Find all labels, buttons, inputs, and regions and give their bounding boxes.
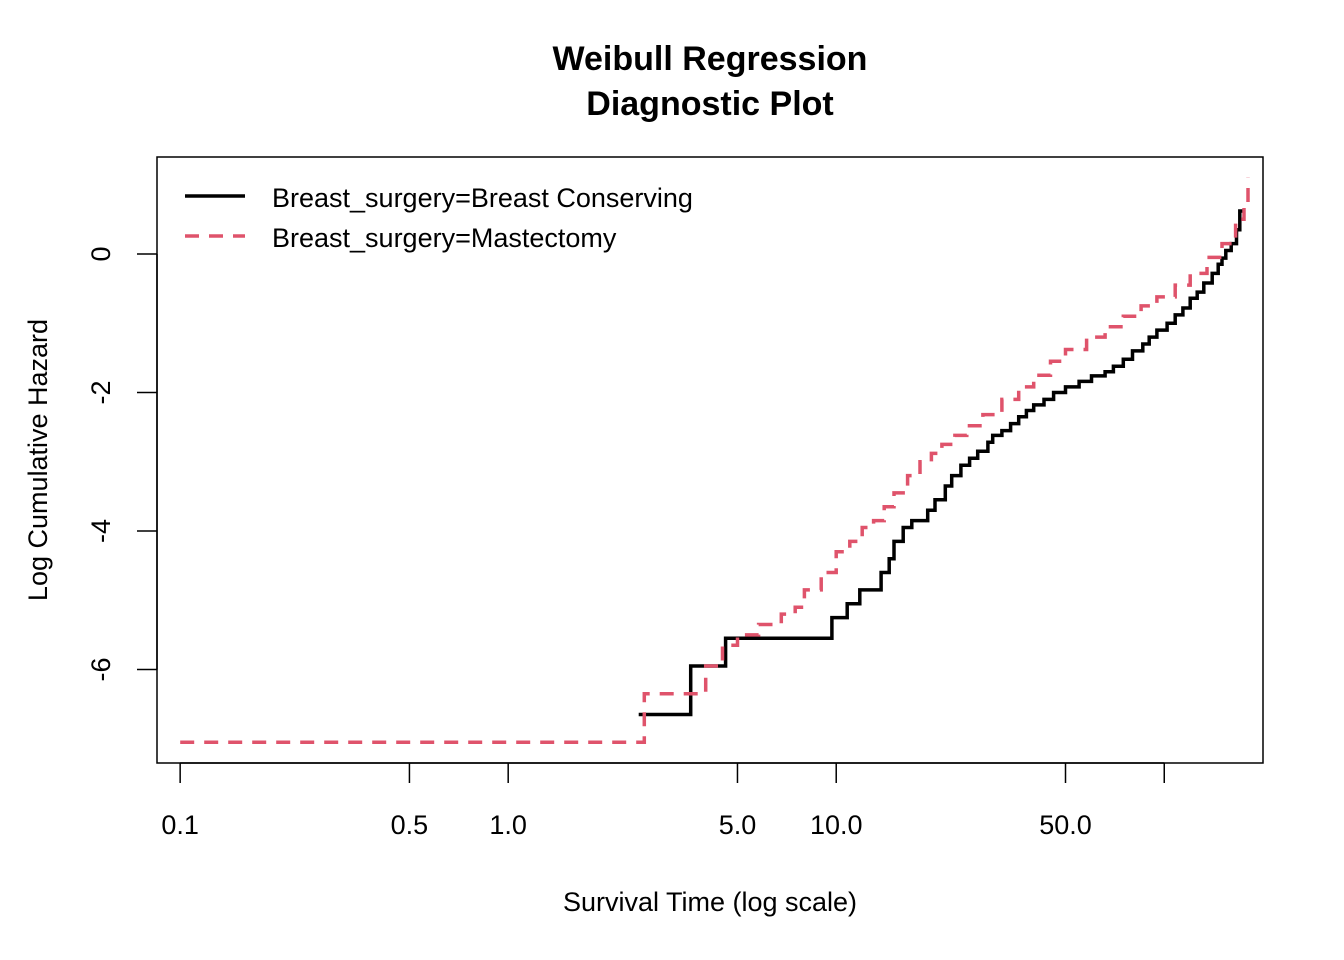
y-tick-label: -4 xyxy=(86,519,116,543)
x-tick-label: 0.1 xyxy=(161,810,199,840)
x-axis: 0.1 0.5 1.0 5.0 10.0 50.0 xyxy=(161,762,1166,840)
legend-label-breast-conserving: Breast_surgery=Breast Conserving xyxy=(272,183,693,213)
y-tick-label: -2 xyxy=(86,380,116,404)
legend: Breast_surgery=Breast Conserving Breast_… xyxy=(185,183,693,253)
chart-title-line-1: Weibull Regression xyxy=(553,40,868,78)
x-tick-label: 0.5 xyxy=(391,810,429,840)
x-axis-label: Survival Time (log scale) xyxy=(563,887,857,917)
y-tick-label: -6 xyxy=(86,657,116,681)
series-line-breast-conserving xyxy=(638,209,1244,717)
legend-label-mastectomy: Breast_surgery=Mastectomy xyxy=(272,223,617,253)
y-axis: -6 -4 -2 0 xyxy=(86,246,158,682)
y-axis-label: Log Cumulative Hazard xyxy=(23,319,53,601)
x-tick-label: 50.0 xyxy=(1039,810,1092,840)
series-line-mastectomy xyxy=(180,177,1250,744)
x-tick-label: 1.0 xyxy=(489,810,527,840)
y-tick-label: 0 xyxy=(86,246,116,261)
x-tick-label: 5.0 xyxy=(719,810,757,840)
x-tick-label: 10.0 xyxy=(810,810,863,840)
chart-title-line-2: Diagnostic Plot xyxy=(586,85,833,123)
series-layer xyxy=(180,177,1250,744)
